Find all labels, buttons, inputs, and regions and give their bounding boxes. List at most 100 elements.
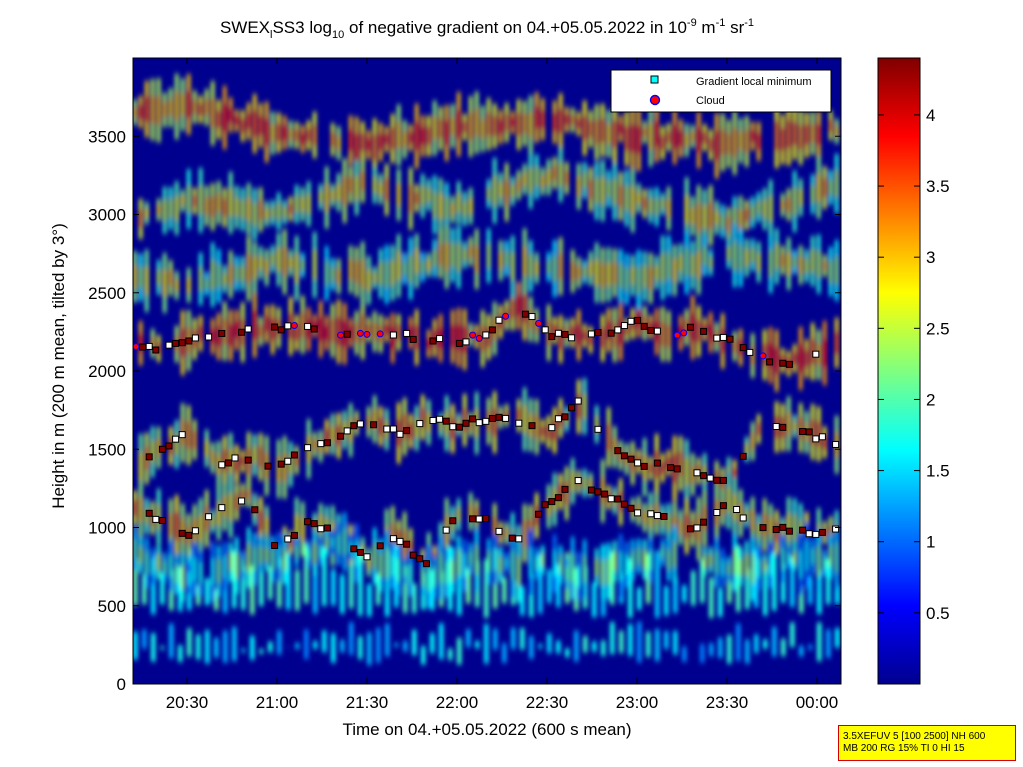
gradient-min-marker <box>620 452 628 460</box>
heatmap-cell <box>484 623 489 664</box>
heatmap-cell <box>643 510 647 524</box>
heatmap-cell <box>757 132 761 151</box>
heatmap-cell <box>163 269 167 297</box>
heatmap-cell <box>349 176 353 194</box>
heatmap-cell <box>271 207 275 219</box>
heatmap-cell <box>268 566 273 600</box>
heatmap-cell <box>769 342 773 369</box>
heatmap-cell <box>367 632 372 666</box>
heatmap-cell <box>619 263 623 288</box>
heatmap-cell <box>223 198 227 217</box>
gradient-min-marker <box>832 525 840 533</box>
heatmap-cell <box>667 130 671 144</box>
heatmap-cell <box>175 91 179 122</box>
heatmap-cell <box>607 123 611 145</box>
heatmap-cell <box>697 319 701 343</box>
heatmap-cell <box>241 558 245 572</box>
heatmap-cell <box>481 325 485 352</box>
heatmap-cell <box>265 118 269 146</box>
heatmap-cell <box>241 648 246 653</box>
heatmap-cell <box>385 548 389 578</box>
heatmap-cell <box>139 266 143 289</box>
heatmap-cell <box>835 256 839 285</box>
heatmap-cell <box>457 550 461 576</box>
heatmap-cell <box>583 330 587 342</box>
heatmap-cell <box>223 103 227 132</box>
gradient-min-marker <box>455 423 463 431</box>
gradient-min-marker <box>290 451 298 459</box>
gradient-min-marker <box>614 326 622 334</box>
heatmap-cell <box>385 324 389 336</box>
heatmap-cell <box>733 128 737 158</box>
y-tick-label: 2500 <box>88 284 126 303</box>
title-post: of negative gradient on 04.+05.05.2022 i… <box>344 18 687 37</box>
heatmap-cell <box>229 188 233 217</box>
heatmap-cell <box>445 120 449 146</box>
heatmap-cell <box>697 251 701 279</box>
heatmap-cell <box>511 184 515 198</box>
heatmap-cell <box>667 513 671 531</box>
heatmap-cell <box>739 244 743 271</box>
heatmap-cell <box>757 200 761 215</box>
heatmap-cell <box>295 514 299 542</box>
marker-layer <box>133 310 840 568</box>
heatmap-cell <box>475 507 479 521</box>
heatmap-cell <box>415 191 419 205</box>
heatmap-cell <box>307 547 311 560</box>
gradient-min-marker <box>601 490 609 498</box>
heatmap-cell <box>556 640 561 654</box>
title-unit-sr: sr <box>725 18 744 37</box>
heatmap-cell <box>601 118 605 143</box>
heatmap-cell <box>313 542 317 564</box>
heatmap-cell <box>679 519 683 536</box>
heatmap-cell <box>511 551 515 580</box>
heatmap-cell <box>679 451 683 476</box>
heatmap-cell <box>235 320 239 339</box>
heatmap-cell <box>538 644 543 649</box>
gradient-min-marker <box>429 416 437 424</box>
heatmap-cell <box>268 641 273 653</box>
heatmap-cell <box>793 552 797 564</box>
heatmap-cell <box>319 316 323 342</box>
heatmap-cell <box>637 266 641 294</box>
heatmap-cell <box>451 116 455 136</box>
heatmap-cell <box>739 208 743 231</box>
gradient-min-marker <box>495 527 503 535</box>
heatmap-cell <box>199 185 203 215</box>
heatmap-cell <box>211 196 215 218</box>
heatmap-cell <box>721 328 725 354</box>
heatmap-cell <box>223 555 227 578</box>
heatmap-cell <box>439 623 444 660</box>
title-mid: SS3 log <box>272 18 332 37</box>
heatmap-cell <box>733 207 737 225</box>
heatmap-cell <box>631 266 635 285</box>
heatmap-cell <box>499 556 503 573</box>
heatmap-cell <box>421 186 425 206</box>
gradient-min-marker <box>568 404 576 412</box>
heatmap-cell <box>295 253 299 283</box>
heatmap-cell <box>535 261 539 276</box>
heatmap-cell <box>367 269 371 292</box>
heatmap-cell <box>391 127 395 150</box>
heatmap-cell <box>205 578 210 606</box>
heatmap-cell <box>757 558 761 578</box>
heatmap-cell <box>355 260 359 284</box>
heatmap-cell <box>235 493 239 511</box>
heatmap-cell <box>787 120 791 149</box>
heatmap-cell <box>727 133 731 155</box>
heatmap-cell <box>457 243 461 272</box>
heatmap-cell <box>733 241 737 270</box>
heatmap-cell <box>247 112 251 130</box>
heatmap-cell <box>745 443 749 455</box>
heatmap-cell <box>313 640 318 650</box>
heatmap-cell <box>553 255 557 282</box>
heatmap-cell <box>685 457 689 486</box>
heatmap-cell <box>319 514 323 533</box>
heatmap-cell <box>835 585 840 605</box>
heatmap-cell <box>175 433 179 456</box>
heatmap-cell <box>337 268 341 285</box>
heatmap-cell <box>529 574 534 618</box>
heatmap-cell <box>313 439 317 451</box>
heatmap-cell <box>709 201 713 230</box>
